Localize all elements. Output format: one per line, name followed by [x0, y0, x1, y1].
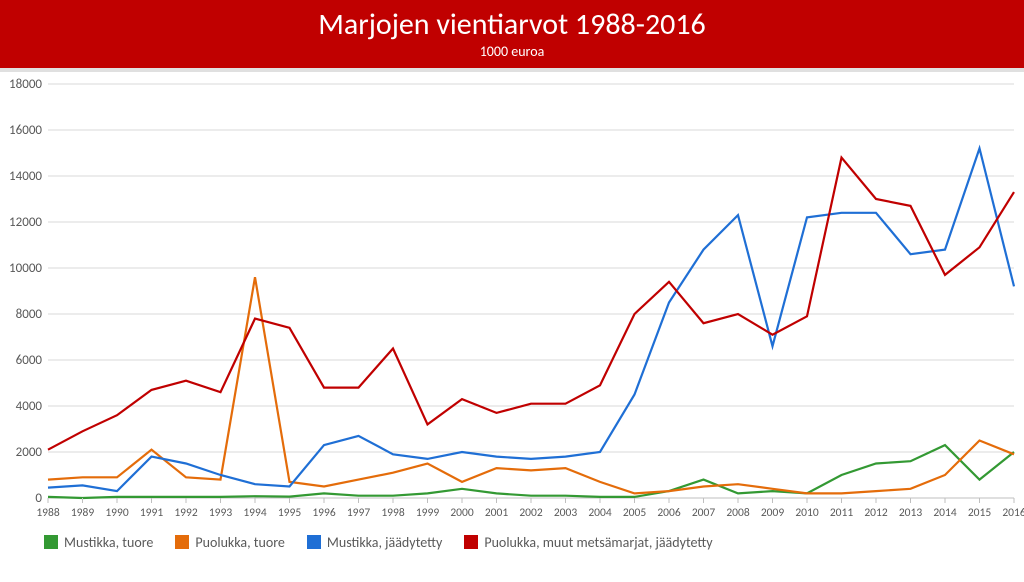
- svg-text:16000: 16000: [9, 123, 42, 138]
- svg-text:2012: 2012: [864, 506, 887, 520]
- svg-text:8000: 8000: [16, 307, 43, 322]
- svg-text:2009: 2009: [761, 506, 784, 520]
- svg-text:6000: 6000: [16, 353, 43, 368]
- svg-text:2016: 2016: [1002, 506, 1024, 520]
- svg-text:1988: 1988: [36, 506, 59, 520]
- chart-header: Marjojen vientiarvot 1988-2016 1000 euro…: [0, 0, 1024, 72]
- svg-text:10000: 10000: [9, 261, 42, 276]
- svg-text:2013: 2013: [899, 506, 922, 520]
- legend-item: Puolukka, muut metsämarjat, jäädytetty: [464, 534, 712, 551]
- svg-text:2001: 2001: [485, 506, 508, 520]
- svg-text:14000: 14000: [9, 169, 42, 184]
- svg-text:1993: 1993: [209, 506, 232, 520]
- svg-text:2000: 2000: [450, 506, 473, 520]
- svg-text:18000: 18000: [9, 77, 42, 92]
- svg-text:2005: 2005: [623, 506, 646, 520]
- legend-item: Puolukka, tuore: [175, 534, 284, 551]
- svg-text:1992: 1992: [174, 506, 197, 520]
- svg-text:1996: 1996: [312, 506, 335, 520]
- svg-text:12000: 12000: [9, 215, 42, 230]
- svg-text:1998: 1998: [381, 506, 404, 520]
- legend-swatch: [44, 535, 58, 549]
- legend-swatch: [307, 535, 321, 549]
- chart-plot-area: 0 2000 4000 6000 8000 10000 12000 14000 16000 180…: [0, 72, 1024, 524]
- line-chart-svg: 0 2000 4000 6000 8000 10000 12000 14000 16000 180…: [0, 72, 1024, 524]
- chart-subtitle: 1000 euroa: [0, 43, 1024, 68]
- svg-text:1991: 1991: [140, 506, 163, 520]
- svg-text:1999: 1999: [416, 506, 439, 520]
- svg-text:2006: 2006: [657, 506, 680, 520]
- svg-text:2002: 2002: [519, 506, 542, 520]
- svg-text:0: 0: [35, 491, 42, 506]
- svg-text:2007: 2007: [692, 506, 715, 520]
- svg-text:1989: 1989: [71, 506, 94, 520]
- svg-text:2004: 2004: [588, 506, 611, 520]
- legend-item: Mustikka, tuore: [44, 534, 153, 551]
- svg-text:2008: 2008: [726, 506, 749, 520]
- svg-text:1995: 1995: [278, 506, 301, 520]
- svg-text:1994: 1994: [243, 506, 266, 520]
- svg-text:2015: 2015: [968, 506, 991, 520]
- legend-label: Puolukka, tuore: [195, 534, 284, 551]
- svg-text:2014: 2014: [933, 506, 956, 520]
- legend-swatch: [464, 535, 478, 549]
- legend-swatch: [175, 535, 189, 549]
- legend-label: Mustikka, jäädytetty: [327, 534, 442, 551]
- svg-text:2000: 2000: [16, 445, 43, 460]
- svg-text:4000: 4000: [16, 399, 43, 414]
- svg-text:2011: 2011: [830, 506, 853, 520]
- svg-text:2003: 2003: [554, 506, 577, 520]
- chart-legend: Mustikka, tuore Puolukka, tuore Mustikka…: [0, 524, 1024, 551]
- svg-text:2010: 2010: [795, 506, 818, 520]
- legend-label: Puolukka, muut metsämarjat, jäädytetty: [484, 534, 712, 551]
- svg-text:1990: 1990: [105, 506, 128, 520]
- svg-text:1997: 1997: [347, 506, 370, 520]
- legend-item: Mustikka, jäädytetty: [307, 534, 442, 551]
- chart-title: Marjojen vientiarvot 1988-2016: [0, 0, 1024, 43]
- legend-label: Mustikka, tuore: [64, 534, 153, 551]
